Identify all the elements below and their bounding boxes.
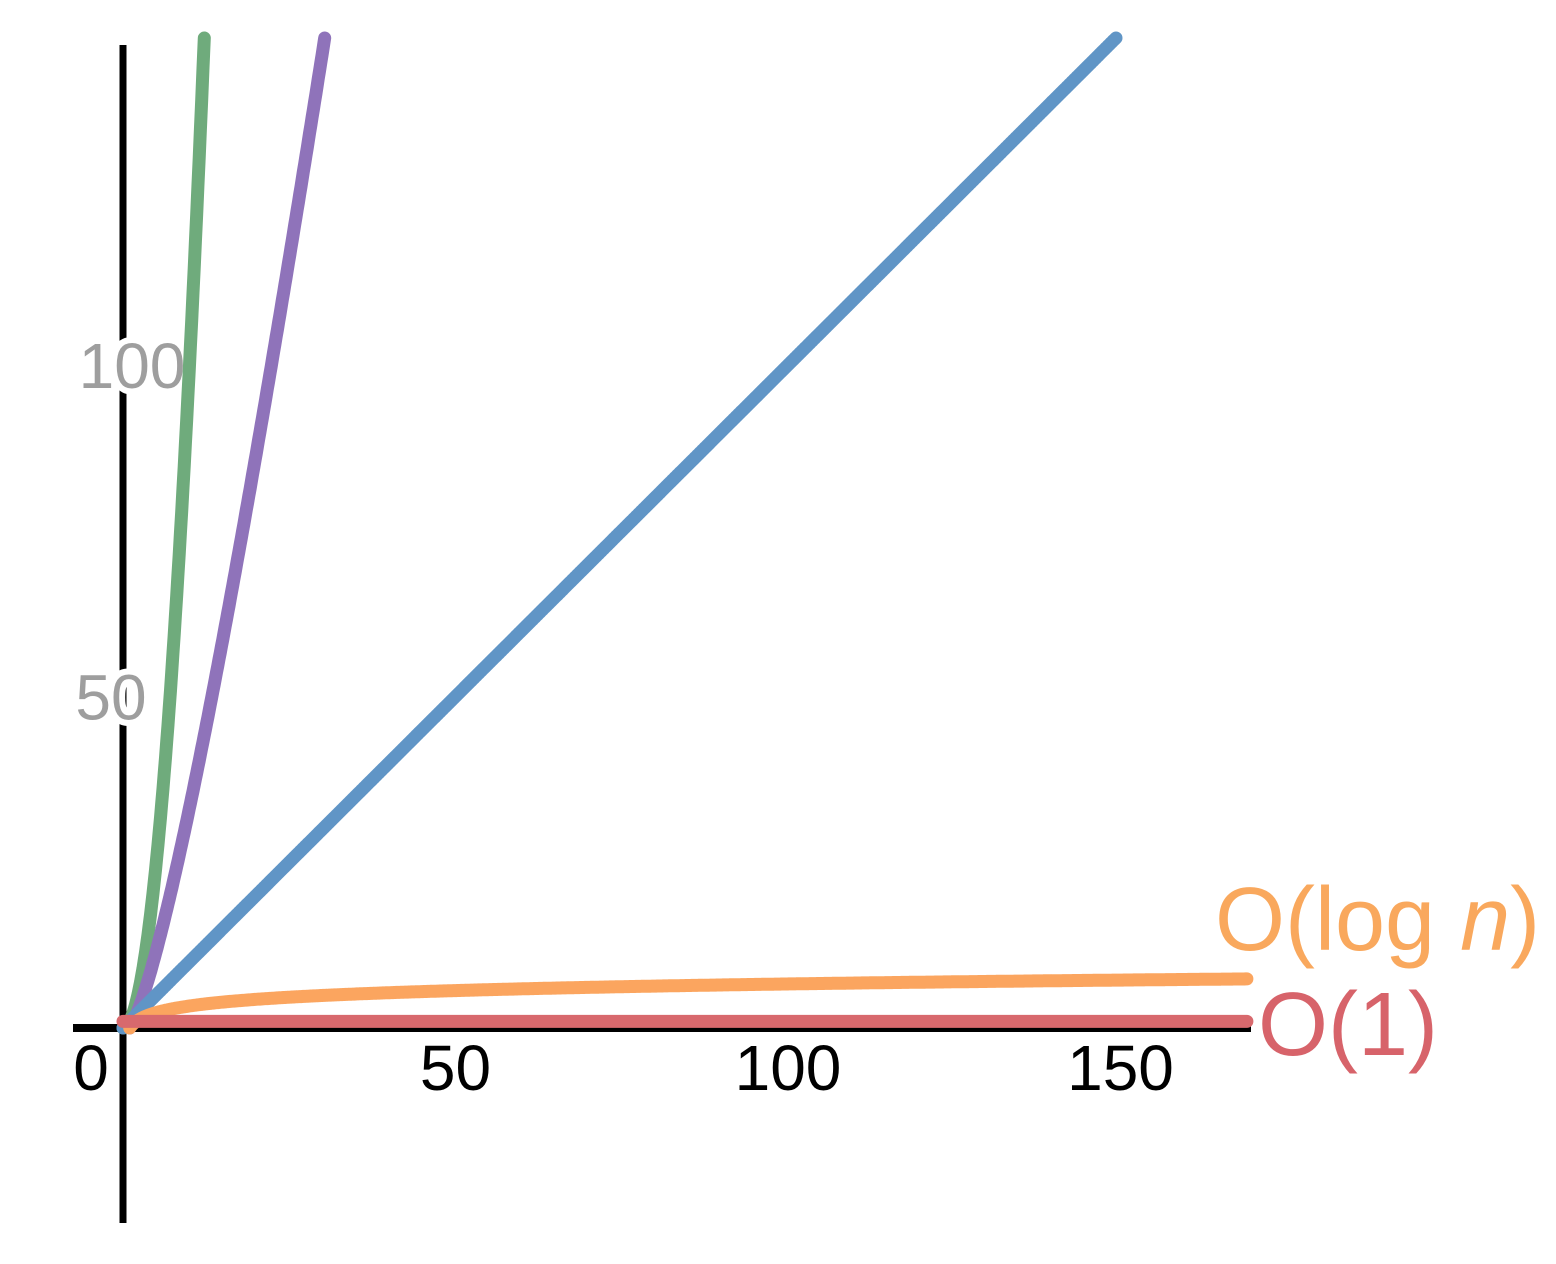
- series-label-o-log-n: O(log n): [1215, 870, 1540, 970]
- curve-log2-n-: [123, 972, 1254, 1035]
- curve-n-log2-n-: [123, 31, 332, 1035]
- y-tick-label-50: 50: [75, 662, 146, 734]
- x-tick-label-50: 50: [420, 1032, 491, 1104]
- curve-n: [116, 31, 1123, 1035]
- curve-n-2: [116, 31, 211, 1035]
- y-tick-label-100: 100: [79, 330, 186, 402]
- x-tick-label-150: 150: [1067, 1032, 1174, 1104]
- x-tick-label-100: 100: [735, 1032, 842, 1104]
- series-label-o-1: O(1): [1258, 975, 1438, 1075]
- x-tick-label-0: 0: [73, 1032, 109, 1104]
- tick-labels: 0 50 100 150 50 100: [67, 324, 1180, 1110]
- complexity-curves: [116, 31, 1254, 1035]
